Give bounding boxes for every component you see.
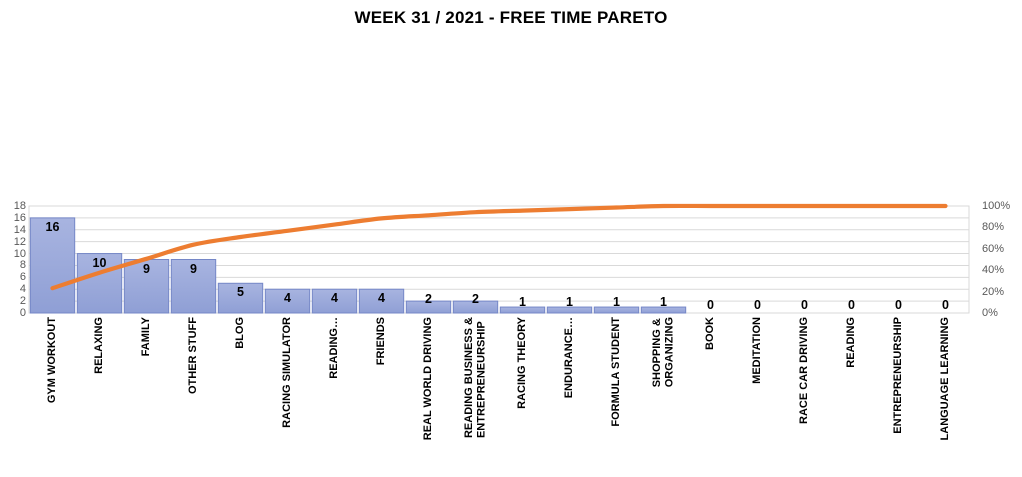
category-label: REAL WORLD DRIVING [405,317,452,475]
bar-racing-simulator [264,288,311,314]
bar-real-world-driving [405,300,452,314]
category-label: FORMULA STUDENT [593,317,640,475]
category-label: FAMILY [123,317,170,475]
bar-value-label: 16 [45,219,60,234]
bar-value-label: 0 [942,297,949,312]
bar-reading- [311,288,358,314]
chart-title: WEEK 31 / 2021 - FREE TIME PARETO [354,8,668,27]
category-label-text: FRIENDS [375,317,388,366]
bar-value-label: 1 [519,294,526,309]
category-label-text: SHOPPING & ORGANIZING [651,317,676,388]
category-label: RELAXING [76,317,123,475]
bar-value-label: 0 [707,297,714,312]
bar-value-label: 4 [331,291,338,306]
category-label: READING [828,317,875,475]
category-label-text: RACING SIMULATOR [281,317,294,428]
category-label: LANGUAGE LEARNING [922,317,969,475]
category-label-text: MEDITATION [751,317,764,384]
y-axis-tick-label: 6 [19,271,26,284]
category-label: BLOG [217,317,264,475]
category-label: BOOK [687,317,734,475]
y-axis-tick-label: 12 [13,235,26,248]
bar-value-label: 5 [237,285,244,300]
bar-value-label: 2 [425,291,432,306]
percent-axis-tick-label: 20% [982,285,1005,298]
category-label: GYM WORKOUT [29,317,76,475]
bar-value-label: 1 [566,294,573,309]
y-axis-tick-label: 16 [13,211,26,224]
category-label: ENTREPRENEURSHIP [875,317,922,475]
category-label: READING BUSINESS & ENTREPRENEURSHIP [452,317,499,475]
bar-reading-business- [452,300,499,314]
category-label-text: RELAXING [93,317,106,374]
y-axis-tick-label: 2 [19,295,26,308]
category-label-text: RACING THEORY [516,317,529,409]
category-label-text: FAMILY [140,317,153,357]
bar-value-label: 10 [92,255,107,270]
y-axis-tick-label: 18 [13,200,26,212]
category-label-text: BLOG [234,317,247,349]
percent-axis-tick-label: 80% [982,221,1005,234]
bar-value-label: 0 [754,297,761,312]
category-label: RACING SIMULATOR [264,317,311,475]
bar-value-label: 4 [378,291,385,306]
y-axis-tick-label: 10 [13,247,26,260]
percent-axis-tick-label: 40% [982,264,1005,277]
bar-value-label: 4 [284,291,291,306]
bar-other-stuff [170,259,217,314]
bar-racing-theory [499,306,546,314]
percent-axis-tick-label: 0% [982,307,998,319]
category-label-text: FORMULA STUDENT [610,317,623,427]
y-axis-tick-label: 0 [19,307,26,319]
category-label: MEDITATION [734,317,781,475]
category-label-text: READING BUSINESS & ENTREPRENEURSHIP [463,317,488,439]
percent-axis-tick-label: 60% [982,242,1005,255]
bar-value-label: 1 [660,294,667,309]
bar-friends [358,288,405,314]
bar-value-label: 0 [801,297,808,312]
bar-shopping- [640,306,687,314]
plot-border [28,205,970,314]
category-label: READING… [311,317,358,475]
bar-value-label: 1 [613,294,620,309]
bar-gym-workout [29,217,76,314]
bar-value-label: 0 [848,297,855,312]
cumulative-line [50,203,948,291]
category-label: SHOPPING & ORGANIZING [640,317,687,475]
category-label-text: ENDURANCE… [563,317,576,399]
bar-family [123,259,170,314]
category-label-text: LANGUAGE LEARNING [939,317,952,441]
bar-value-label: 2 [472,291,479,306]
category-label-text: REAL WORLD DRIVING [422,317,435,441]
category-label-text: READING… [328,317,341,379]
category-label: ENDURANCE… [546,317,593,475]
category-label: RACING THEORY [499,317,546,475]
bar-formula-student [593,306,640,314]
bar-relaxing [76,253,123,314]
percent-axis-tick-label: 100% [982,200,1011,212]
y-axis-tick-label: 8 [19,259,26,272]
category-label-text: BOOK [704,317,717,350]
bar-value-label: 0 [895,297,902,312]
category-label-text: GYM WORKOUT [46,317,59,404]
y-axis-tick-label: 14 [13,223,26,236]
bar-value-label: 9 [143,261,150,276]
category-label: OTHER STUFF [170,317,217,475]
bar-value-label: 9 [190,261,197,276]
bar-endurance- [546,306,593,314]
category-label: RACE CAR DRIVING [781,317,828,475]
category-label-text: RACE CAR DRIVING [798,317,811,424]
category-label-text: READING [845,317,858,368]
category-label: FRIENDS [358,317,405,475]
category-label-text: OTHER STUFF [187,317,200,394]
y-axis-tick-label: 4 [19,283,26,296]
category-label-text: ENTREPRENEURSHIP [892,317,905,434]
bar-blog [217,282,264,314]
